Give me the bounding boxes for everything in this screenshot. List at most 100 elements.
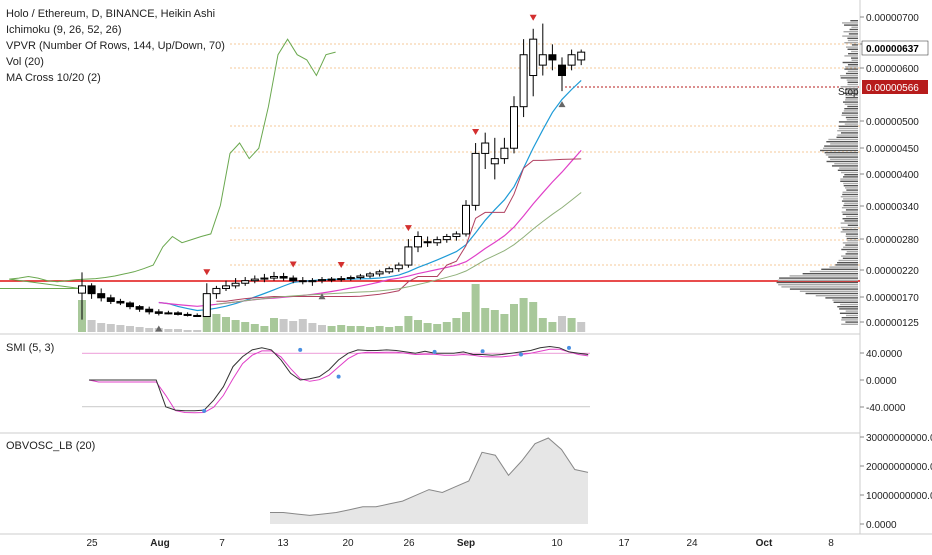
candle-bear[interactable] [299,281,306,282]
candle-bull[interactable] [453,234,460,237]
candle-bull[interactable] [223,286,230,289]
candle-bull[interactable] [251,279,258,281]
vpvr-bar [841,227,858,228]
candle-bull[interactable] [386,269,393,272]
vpvr-bar [843,192,858,193]
obv-panel-title[interactable]: OBVOSC_LB (20) [6,440,95,452]
vpvr-bar [843,176,858,177]
sell-signal-arrow [290,261,297,267]
legend-vol[interactable]: Vol (20) [6,54,225,70]
vpvr-bar [781,286,858,287]
time-axis-label: 20 [342,538,354,549]
candle-bull[interactable] [79,286,86,293]
legend-symbol[interactable]: Holo / Ethereum, D, BINANCE, Heikin Ashi [6,6,225,22]
candle-bull[interactable] [347,278,354,279]
candle-bear[interactable] [155,312,162,314]
kijun-line[interactable] [216,159,581,301]
legend-vpvr[interactable]: VPVR (Number Of Rows, 144, Up/Down, 70) [6,38,225,54]
candle-bull[interactable] [232,283,239,286]
legend-ma-cross[interactable]: MA Cross 10/20 (2) [6,70,225,86]
candle-bull[interactable] [520,55,527,107]
vpvr-bar [835,264,858,265]
smi-cross-dot [567,346,571,350]
candle-bull[interactable] [319,280,326,281]
candle-bear[interactable] [88,286,95,294]
time-axis-label: 13 [277,538,289,549]
vpvr-bar [842,207,858,208]
vpvr-bar [842,211,858,212]
volume-bar [520,298,528,332]
vpvr-bar [841,77,858,78]
last-price-label: 0.00000637 [866,44,919,55]
candle-bull[interactable] [472,153,479,205]
candle-bull[interactable] [213,288,220,293]
candle-bear[interactable] [175,313,182,315]
candle-bull[interactable] [568,55,575,65]
time-axis-label: Sep [457,538,475,549]
candle-bull[interactable] [357,276,364,278]
volume-bar [289,321,297,332]
candle-bull[interactable] [511,107,518,149]
vpvr-bar [837,262,858,263]
candle-bull[interactable] [395,265,402,269]
candle-bull[interactable] [530,39,537,75]
candle-bear[interactable] [117,301,124,303]
smi-panel-title[interactable]: SMI (5, 3) [6,342,54,354]
candle-bear[interactable] [98,294,105,298]
candle-bull[interactable] [165,313,172,314]
candle-bull[interactable] [271,277,278,279]
vpvr-bar [836,137,858,138]
candle-bull[interactable] [261,278,268,279]
candle-bull[interactable] [415,237,422,247]
candle-bull[interactable] [434,240,441,243]
vpvr-bar [845,99,858,100]
vpvr-bar [840,181,858,182]
volume-bar [241,322,249,332]
volume-bar [491,310,499,332]
candle-bull[interactable] [338,279,345,280]
candle-bear[interactable] [424,242,431,243]
vpvr-bar [846,117,858,118]
candle-bear[interactable] [280,277,287,279]
candle-bull[interactable] [203,294,210,317]
candle-bull[interactable] [376,272,383,274]
candle-bull[interactable] [482,143,489,153]
price-tick-label: 0.00000450 [866,144,919,155]
candle-bull[interactable] [328,279,335,280]
volume-bar [452,318,460,332]
candle-bear[interactable] [194,315,201,316]
vpvr-bar [847,240,858,241]
candle-bull[interactable] [443,237,450,240]
candle-bull[interactable] [578,52,585,60]
volume-bar [260,326,268,332]
legend-ichimoku[interactable]: Ichimoku (9, 26, 52, 26) [6,22,225,38]
volume-bar [347,326,355,332]
candle-bear[interactable] [127,303,134,307]
vpvr-bar [841,172,858,173]
candle-bull[interactable] [242,281,249,284]
ichimoku-leading-span[interactable] [216,193,581,305]
smi-signal-line[interactable] [89,349,588,413]
candle-bull[interactable] [309,281,316,282]
vpvr-bar [837,134,858,135]
vpvr-bar [840,313,858,314]
vpvr-bar [848,82,858,83]
candle-bull[interactable] [405,247,412,265]
volume-bar [424,323,432,332]
candle-bear[interactable] [549,55,556,60]
candle-bear[interactable] [290,278,297,281]
vpvr-bar [843,214,858,215]
candle-bull[interactable] [367,274,374,276]
volume-bar [539,318,547,332]
candle-bull[interactable] [501,148,508,158]
candle-bull[interactable] [491,159,498,164]
candle-bull[interactable] [539,55,546,65]
vpvr-bar [830,159,858,160]
candle-bear[interactable] [559,65,566,75]
candle-bear[interactable] [107,298,114,302]
candle-bull[interactable] [463,205,470,234]
candle-bear[interactable] [184,314,191,315]
candle-bear[interactable] [136,307,143,310]
candle-bear[interactable] [146,309,153,312]
